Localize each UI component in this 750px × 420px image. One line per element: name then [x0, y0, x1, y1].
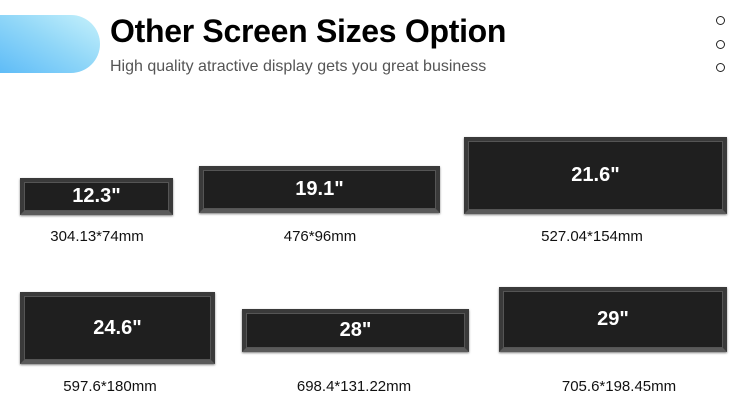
circle-icon	[716, 16, 725, 25]
screen-size-label: 29"	[597, 308, 629, 330]
screen-size-label: 19.1"	[295, 178, 344, 200]
screen-12-3: 12.3"	[20, 178, 173, 215]
screen-size-label: 21.6"	[571, 164, 620, 186]
screen-29: 29"	[499, 287, 727, 352]
screen-size-label: 12.3"	[72, 185, 121, 207]
page-title: Other Screen Sizes Option	[110, 13, 507, 49]
circle-icon	[716, 63, 725, 72]
screen-19-1: 19.1"	[199, 166, 440, 213]
screen-28: 28"	[242, 309, 469, 352]
screen-size-label: 24.6"	[93, 316, 142, 339]
screen-24-6: 24.6"	[20, 292, 215, 364]
screen-21-6: 21.6"	[464, 137, 727, 214]
screen-dimensions: 597.6*180mm	[63, 378, 157, 395]
screen-dimensions: 476*96mm	[283, 228, 357, 245]
screen-dimensions: 698.4*131.22mm	[296, 378, 412, 395]
screen-size-label: 28"	[339, 319, 372, 341]
decorative-blue-shape	[0, 15, 100, 73]
screen-dimensions: 527.04*154mm	[541, 228, 643, 245]
screen-dimensions: 705.6*198.45mm	[561, 378, 677, 395]
circle-icon	[716, 40, 725, 49]
screen-dimensions: 304.13*74mm	[50, 228, 144, 245]
page-subtitle: High quality atractive display gets you …	[110, 58, 487, 75]
